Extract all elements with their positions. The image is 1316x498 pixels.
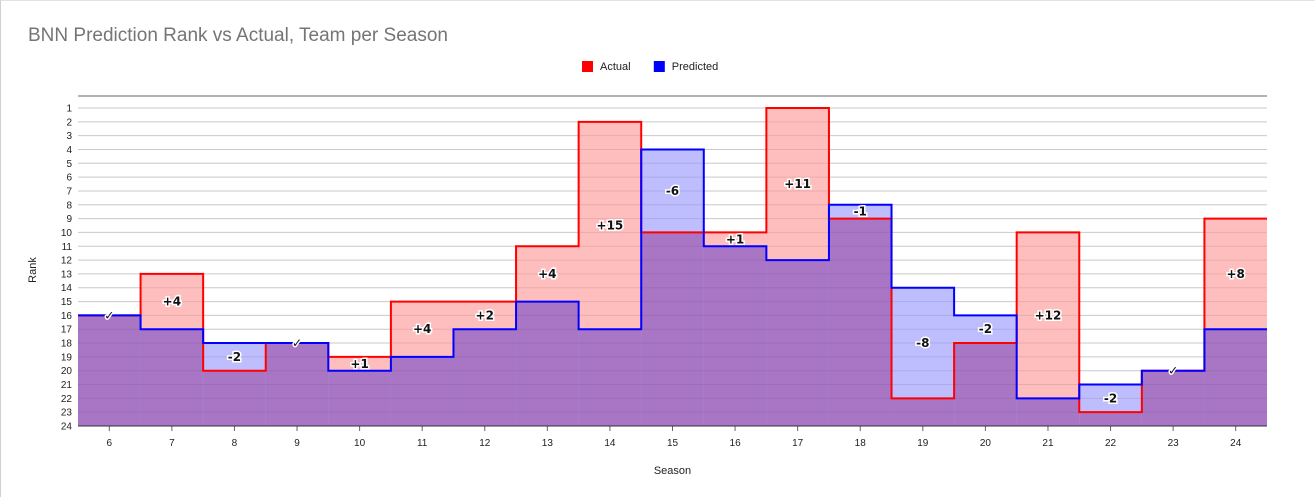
y-tick-label: 14 (61, 283, 73, 294)
y-tick-label: 6 (66, 173, 72, 184)
y-tick-label: 13 (61, 269, 73, 280)
x-tick-label: 13 (542, 438, 554, 449)
y-tick-label: 15 (61, 297, 73, 308)
overlap-area (1079, 412, 1142, 426)
y-tick-label: 21 (61, 380, 73, 391)
overlap-area (1016, 398, 1080, 426)
y-tick-label: 23 (61, 408, 73, 419)
data-label: -2 (1104, 391, 1117, 405)
y-tick-label: 24 (61, 422, 73, 433)
y-tick-label: 11 (62, 242, 73, 253)
y-tick-label: 8 (66, 200, 72, 211)
y-axis-title: Rank (27, 257, 39, 283)
x-tick-label: 12 (479, 438, 491, 449)
overlap-area (203, 370, 266, 426)
x-axis-title: Season (654, 465, 691, 477)
x-tick-label: 7 (169, 438, 175, 449)
overlap-area (891, 398, 955, 426)
y-tick-label: 9 (66, 214, 72, 225)
overlap-area (703, 246, 767, 426)
overlap-area (954, 343, 1017, 426)
y-tick-label: 12 (61, 256, 73, 267)
x-tick-label: 8 (232, 438, 238, 449)
data-label: +8 (1227, 267, 1245, 281)
y-tick-label: 22 (61, 394, 73, 405)
y-tick-label: 19 (61, 352, 73, 363)
x-tick-label: 20 (980, 438, 992, 449)
legend-label-actual: Actual (600, 61, 631, 73)
overlap-area (828, 218, 892, 426)
data-label: +2 (476, 308, 494, 322)
data-label: +1 (726, 232, 744, 246)
y-tick-label: 10 (61, 228, 73, 239)
y-tick-label: 5 (66, 159, 72, 170)
y-tick-label: 20 (61, 366, 73, 377)
data-label: +1 (350, 357, 368, 371)
line-actual (78, 107, 1267, 414)
x-tick-label: 16 (730, 438, 742, 449)
y-tick-label: 3 (66, 131, 72, 142)
data-label: +12 (1035, 308, 1062, 322)
overlap-area (1204, 329, 1267, 426)
overlap-area (140, 329, 204, 426)
data-label: +4 (163, 295, 181, 309)
overlap-area (390, 356, 454, 426)
overlap-area (578, 329, 642, 426)
data-label: +15 (597, 219, 624, 233)
data-label: +4 (538, 267, 556, 281)
data-label: -1 (854, 205, 867, 219)
x-tick-label: 19 (917, 438, 929, 449)
x-tick-label: 22 (1105, 438, 1117, 449)
overlap-area (78, 315, 141, 426)
data-label: -8 (916, 336, 929, 350)
legend-swatch-predicted (653, 61, 665, 72)
legend-swatch-actual (582, 61, 593, 72)
legend-label-predicted: Predicted (672, 61, 718, 73)
x-tick-label: 11 (417, 438, 428, 449)
x-tick-label: 14 (604, 438, 616, 449)
overlap-area (516, 301, 579, 426)
y-tick-label: 7 (66, 186, 72, 197)
overlap-area (641, 232, 704, 426)
data-label: -6 (666, 184, 679, 198)
data-label: -2 (979, 322, 992, 336)
data-label: +4 (413, 322, 431, 336)
x-tick-label: 23 (1168, 438, 1180, 449)
line-predicted (78, 148, 1267, 400)
x-tick-label: 24 (1230, 438, 1242, 449)
data-label: ✓ (104, 308, 114, 322)
y-tick-label: 1 (66, 104, 72, 115)
overlap-area (1141, 370, 1205, 426)
x-tick-label: 15 (667, 438, 679, 449)
x-tick-label: 18 (855, 438, 867, 449)
data-label: +11 (784, 177, 811, 191)
overlap-area (265, 343, 329, 426)
y-tick-label: 17 (61, 325, 73, 336)
data-label: ✓ (1168, 364, 1178, 378)
y-tick-label: 4 (66, 145, 72, 156)
x-tick-label: 9 (294, 438, 300, 449)
x-tick-label: 17 (792, 438, 804, 449)
overlap-area (766, 260, 829, 426)
x-tick-label: 21 (1042, 438, 1054, 449)
x-tick-label: 6 (107, 438, 113, 449)
overlap-area (328, 370, 391, 426)
x-tick-label: 10 (354, 438, 366, 449)
y-tick-label: 16 (61, 311, 73, 322)
data-label: -2 (228, 350, 241, 364)
overlap-area (453, 329, 517, 426)
y-tick-label: 2 (66, 117, 72, 128)
y-tick-label: 18 (61, 339, 73, 350)
data-label: ✓ (292, 336, 302, 350)
chart-title: BNN Prediction Rank vs Actual, Team per … (28, 25, 448, 46)
